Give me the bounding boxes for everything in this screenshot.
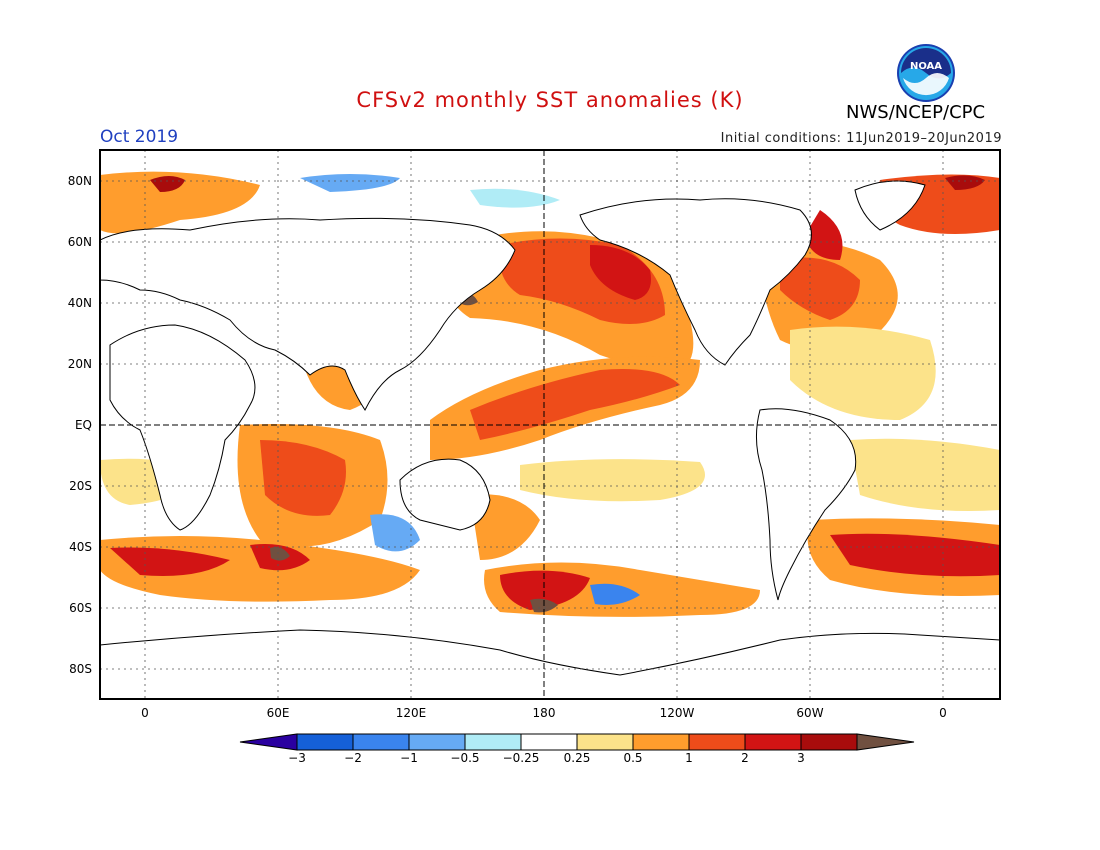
colorbar-extend-high xyxy=(856,733,915,751)
lon-label: 0 xyxy=(939,706,947,720)
lon-label: 60W xyxy=(796,706,824,720)
lat-label: 60S xyxy=(69,601,92,615)
lat-label: 20N xyxy=(67,357,92,371)
svg-text:NOAA: NOAA xyxy=(910,61,942,72)
equator-dateline xyxy=(100,150,1000,699)
colorbar-tick: −0.25 xyxy=(502,751,540,765)
map-title: CFSv2 monthly SST anomalies (K) xyxy=(356,88,744,112)
colorbar-tick: 1 xyxy=(685,751,693,765)
lon-label: 180 xyxy=(532,706,556,720)
colorbar-tick: −0.5 xyxy=(450,751,480,765)
lat-label: 40N xyxy=(67,296,92,310)
colorbar-segment xyxy=(352,733,410,751)
lat-label: 40S xyxy=(69,540,92,554)
lat-label: EQ xyxy=(74,418,92,432)
colorbar-extend-low xyxy=(239,733,298,751)
lat-label: 80S xyxy=(69,662,92,676)
map-frame xyxy=(99,149,1001,700)
lat-label: 80N xyxy=(67,174,92,188)
lon-label: 120E xyxy=(395,706,427,720)
colorbar-segment xyxy=(688,733,746,751)
colorbar-tick: −2 xyxy=(344,751,362,765)
agency-label: NWS/NCEP/CPC xyxy=(846,102,986,123)
noaa-logo: NOAA xyxy=(897,44,955,102)
anomaly-field xyxy=(100,171,1000,617)
colorbar-tick: 0.25 xyxy=(563,751,591,765)
graticule xyxy=(100,150,1000,699)
colorbar-tick: −1 xyxy=(400,751,418,765)
colorbar-segment xyxy=(744,733,802,751)
valid-month: Oct 2019 xyxy=(100,127,179,147)
colorbar-segment xyxy=(520,733,578,751)
colorbar-segment xyxy=(800,733,858,751)
colorbar-tick: 3 xyxy=(797,751,805,765)
colorbar-tick: 2 xyxy=(741,751,749,765)
continents xyxy=(100,180,1000,699)
colorbar-segment xyxy=(296,733,354,751)
lon-label: 60E xyxy=(266,706,290,720)
colorbar-tick: 0.5 xyxy=(623,751,643,765)
initial-conditions: Initial conditions: 11Jun2019–20Jun2019 xyxy=(720,131,1002,146)
colorbar-segment xyxy=(464,733,522,751)
colorbar-segment xyxy=(632,733,690,751)
lat-label: 60N xyxy=(67,235,92,249)
lat-label: 20S xyxy=(69,479,92,493)
lon-label: 0 xyxy=(141,706,149,720)
colorbar-segment xyxy=(408,733,466,751)
colorbar-tick: −3 xyxy=(288,751,306,765)
lon-label: 120W xyxy=(659,706,695,720)
colorbar-segment xyxy=(576,733,634,751)
